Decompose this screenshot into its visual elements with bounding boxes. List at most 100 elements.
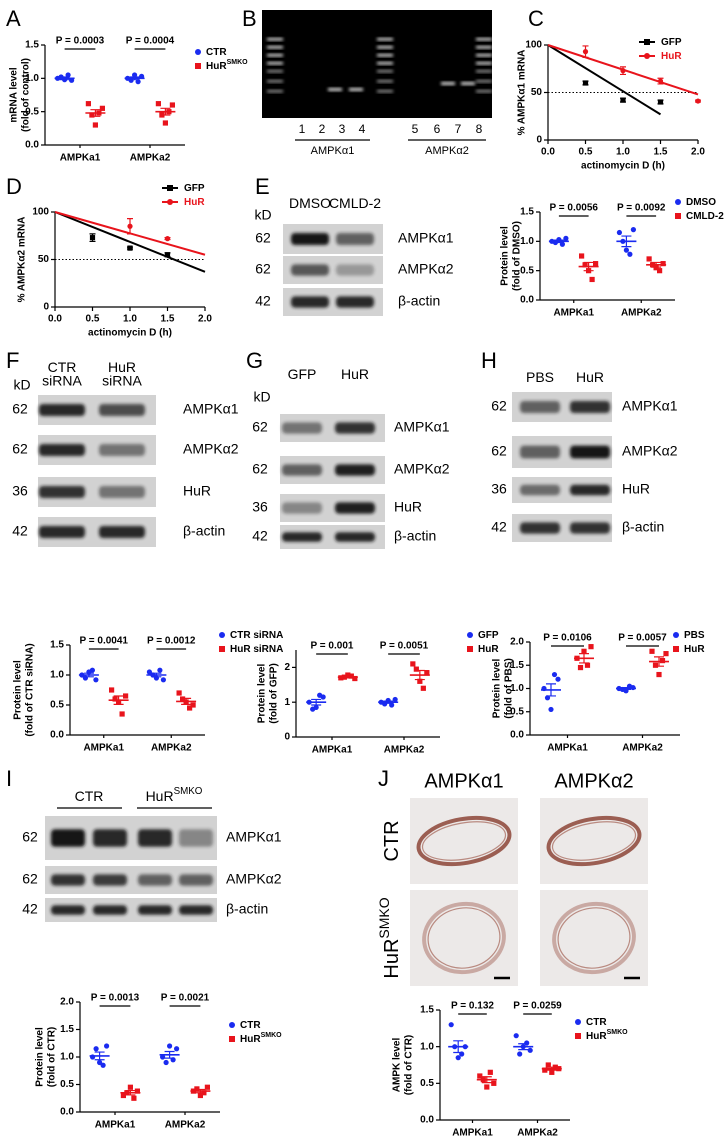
x-tick-label: 0.0 (48, 314, 62, 325)
p-value: P = 0.0092 (617, 203, 666, 214)
data-point (134, 1088, 140, 1094)
kd-marker: 42 (12, 523, 28, 539)
data-point (582, 262, 588, 268)
gel-ladder-band (267, 90, 283, 93)
error-bar (546, 683, 556, 697)
gel-ladder-band (377, 38, 393, 41)
panel-letter: D (6, 174, 22, 199)
legend-label: CTR (240, 1020, 261, 1031)
data-point (197, 1092, 203, 1099)
legend-marker (575, 1019, 581, 1025)
data-point (548, 706, 554, 713)
legend-marker (675, 213, 681, 219)
column-label: AMPKα1 (424, 770, 503, 792)
gel-ladder-band (476, 70, 492, 73)
data-point (491, 1080, 497, 1086)
data-point (313, 704, 319, 711)
data-point (477, 1073, 483, 1079)
error-bar (481, 1076, 492, 1084)
blot-band (138, 874, 172, 886)
gel-ladder-band (377, 80, 393, 83)
y-tick-label: 0 (284, 732, 290, 743)
x-tick-label: 0.5 (86, 314, 100, 325)
protein-label: β-actin (622, 519, 664, 535)
legend-marker (167, 185, 173, 191)
kd-marker: 62 (22, 871, 38, 887)
category-label: AMPKa2 (130, 153, 171, 164)
data-point (131, 1095, 137, 1101)
legend-label-sup: SMKO (227, 59, 249, 66)
error-bar (654, 656, 664, 667)
legend-label-main: CTR (240, 1020, 261, 1031)
legend-label-main: GFP (478, 630, 499, 641)
row-label-main: CTR (381, 820, 403, 861)
data-point (146, 669, 152, 675)
legend-label-main: HuR (478, 644, 499, 655)
legend-label: HuR (184, 197, 205, 208)
category-label: AMPKa2 (517, 1128, 558, 1139)
y-tick-label: 50 (531, 87, 543, 98)
blot-band (179, 829, 213, 847)
kd-unit: kD (13, 377, 30, 393)
column-label: DMSO (289, 195, 331, 211)
data-point (545, 1062, 551, 1068)
category-label: AMPKa2 (622, 743, 663, 754)
data-point (627, 251, 633, 257)
data-point (649, 648, 655, 654)
gel-ladder-band (377, 46, 393, 49)
column-label: HuR (341, 366, 369, 382)
data-point (542, 1067, 548, 1073)
y-tick-label: 1.0 (25, 73, 39, 84)
data-point (652, 662, 659, 668)
protein-label: β-actin (183, 523, 225, 539)
gel-band (461, 82, 475, 85)
protein-label: AMPKα1 (394, 419, 450, 435)
gel-band (349, 88, 363, 91)
y-tick-label: 2.0 (510, 637, 524, 648)
error-bar (125, 1089, 136, 1096)
vessel-wall (552, 901, 636, 975)
p-value: P = 0.0056 (550, 203, 599, 214)
kd-unit: kD (253, 389, 270, 405)
data-point (657, 268, 663, 274)
y-axis-label: (fold of DMSO) (512, 221, 523, 291)
column-label: AMPKα2 (554, 770, 633, 792)
protein-label: AMPKα2 (183, 441, 239, 457)
p-value: P = 0.0012 (147, 636, 196, 647)
kd-marker: 62 (12, 441, 28, 457)
blot-band (99, 444, 145, 456)
category-label: AMPKa2 (621, 308, 662, 319)
data-point (97, 1059, 103, 1066)
y-tick-label: 1.5 (420, 1005, 434, 1016)
blot-band (93, 905, 127, 915)
data-point (190, 702, 196, 708)
data-point (352, 675, 358, 682)
p-value: P = 0.0021 (161, 993, 210, 1004)
data-point (89, 112, 95, 118)
blot-band (335, 422, 375, 434)
legend-marker (195, 49, 201, 55)
x-tick-label: 1.0 (616, 147, 630, 158)
error-bar (579, 653, 589, 664)
category-label: AMPKa1 (95, 1120, 136, 1131)
data-point (417, 678, 423, 684)
legend-label: CMLD-2 (686, 211, 724, 222)
column-label: PBS (526, 369, 554, 385)
blot-band (99, 486, 145, 498)
data-point (527, 1047, 533, 1053)
data-point (127, 245, 133, 251)
data-point (167, 1043, 173, 1049)
p-value: P = 0.0013 (91, 993, 140, 1004)
error-bar (129, 76, 140, 81)
panel-letter: I (6, 766, 12, 791)
column-label-main: HuR (146, 788, 174, 804)
y-axis-label: % AMPKα2 mRNA (17, 217, 28, 303)
x-tick-label: 1.0 (123, 314, 137, 325)
data-point (657, 78, 664, 84)
panel-letter: A (6, 6, 21, 31)
vessel-lumen-edge (421, 821, 507, 861)
gel-ladder-band (377, 54, 393, 57)
legend-marker (575, 1033, 581, 1039)
blot-band (39, 404, 85, 416)
legend-label: GFP (661, 37, 682, 48)
